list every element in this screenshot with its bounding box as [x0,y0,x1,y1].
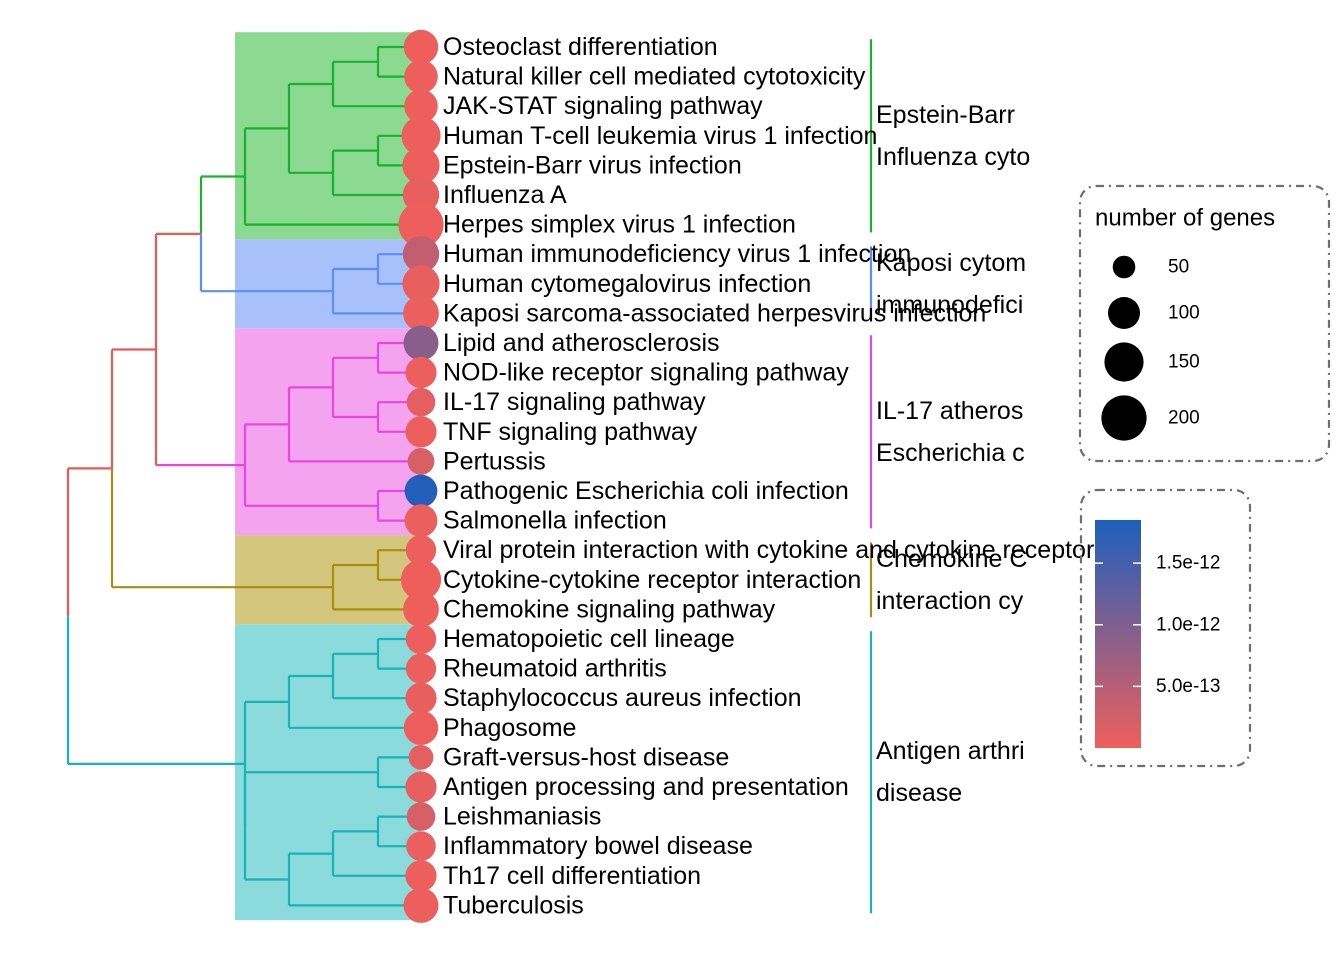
term-point [405,682,437,714]
term-label: Chemokine signaling pathway [443,595,776,623]
term-point [403,887,439,923]
term-point [402,265,440,303]
cluster-label: Epstein-Barr [876,101,1015,129]
term-label: JAK-STAT signaling pathway [443,92,763,120]
term-label: Herpes simplex virus 1 infection [443,211,796,239]
size-legend-value: 100 [1168,303,1200,324]
term-label: NOD-like receptor signaling pathway [443,359,849,387]
cluster-label: immunodefici [876,291,1023,319]
term-label: Pathogenic Escherichia coli infection [443,477,849,505]
size-legend-value: 200 [1168,408,1200,429]
term-label: Staphylococcus aureus infection [443,684,802,712]
term-point [405,623,437,655]
term-label: TNF signaling pathway [443,418,698,446]
term-point [400,559,442,600]
cluster-label: Chemokine C [876,545,1027,573]
term-point [402,236,440,273]
term-label: Natural killer cell mediated cytotoxicit… [443,63,866,91]
color-legend-tick-label: 1.0e-12 [1156,614,1220,635]
cluster-label: Kaposi cytom [876,249,1026,277]
term-label: Influenza A [443,181,567,209]
term-label: Hematopoietic cell lineage [443,625,735,653]
term-point [405,416,437,448]
term-label: Cytokine-cytokine receptor interaction [443,566,861,594]
cluster-label: disease [876,779,962,807]
term-label: Viral protein interaction with cytokine … [443,536,1094,564]
cluster-label: Escherichia c [876,439,1025,467]
dendrogram [66,45,421,907]
cluster-label: Antigen arthri [876,737,1025,765]
size-legend-title: number of genes [1095,205,1275,232]
term-points [398,29,444,923]
term-point [405,535,437,566]
term-point [405,357,437,389]
term-point [404,504,438,537]
size-legend-key [1101,395,1147,441]
term-label: Kaposi sarcoma-associated herpesvirus in… [443,299,986,327]
term-point [401,116,441,156]
cluster-label: IL-17 atheros [876,397,1023,425]
term-label: Rheumatoid arthritis [443,655,667,683]
term-point [403,710,439,745]
size-legend-key [1108,297,1140,329]
term-point [402,146,440,184]
size-legend-box [1078,184,1331,463]
term-point [408,745,434,770]
term-point [403,29,439,65]
term-label: Antigen processing and presentation [443,773,849,801]
term-point [407,448,435,475]
term-label: IL-17 signaling pathway [443,388,706,416]
size-legend-key [1104,342,1144,382]
term-label: Salmonella infection [443,507,667,535]
color-bar [1095,520,1141,748]
size-legend-key [1112,255,1136,279]
term-point [406,387,436,417]
term-label: Human immunodeficiency virus 1 infection [443,240,911,268]
term-label: Phagosome [443,714,576,742]
term-label: Human cytomegalovirus infection [443,270,811,298]
color-legend-box [1079,488,1252,768]
cluster-labels: Epstein-Barr Influenza cyto Kaposi cytom im… [876,101,1030,807]
term-label: Lipid and atherosclerosis [443,329,720,357]
term-point [404,474,438,508]
term-point [398,202,444,248]
term-label: Pertussis [443,447,546,475]
term-point [405,653,437,684]
term-point [404,89,438,123]
term-label: Osteoclast differentiation [443,33,718,61]
color-legend-tick-label: 5.0e-13 [1156,676,1220,697]
term-label: Human T-cell leukemia virus 1 infection [443,122,877,150]
size-legend-value: 50 [1168,257,1189,278]
term-point [404,59,438,94]
term-point [405,771,437,803]
term-point [403,591,439,628]
term-point [403,295,439,332]
term-label: Epstein-Barr virus infection [443,151,742,179]
cluster-label: interaction cy [876,587,1024,615]
size-legend-value: 150 [1168,352,1200,373]
term-point [406,831,436,861]
term-label: Leishmaniasis [443,803,601,831]
term-point [403,325,439,361]
cluster-label: Influenza cyto [876,143,1030,171]
term-point [406,802,436,831]
legends: number of genes 50 100 150 200 1.5e-12 1.0e-12… [1078,184,1331,768]
term-label: Graft-versus-host disease [443,743,729,771]
color-legend-tick-label: 1.5e-12 [1156,553,1220,574]
term-label: Tuberculosis [443,891,584,919]
term-label: Th17 cell differentiation [443,862,701,890]
term-label: Inflammatory bowel disease [443,832,753,860]
term-point [405,860,437,892]
